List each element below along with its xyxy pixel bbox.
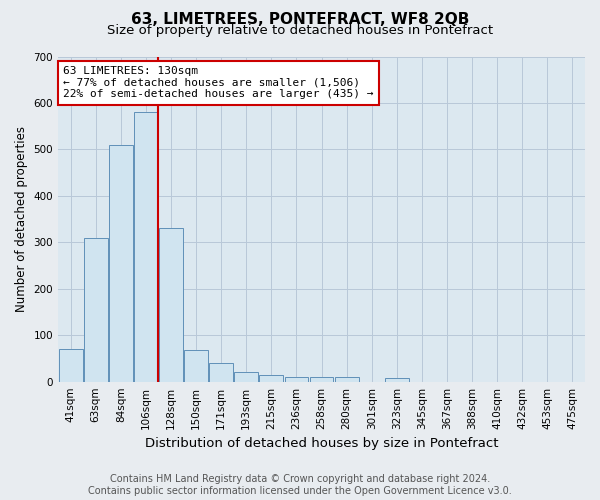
- Bar: [134, 112, 158, 382]
- Bar: [159, 228, 183, 382]
- Bar: [84, 238, 107, 382]
- Bar: [109, 145, 133, 382]
- Text: 63 LIMETREES: 130sqm
← 77% of detached houses are smaller (1,506)
22% of semi-de: 63 LIMETREES: 130sqm ← 77% of detached h…: [64, 66, 374, 100]
- Bar: [259, 374, 283, 382]
- Bar: [59, 349, 83, 382]
- Bar: [209, 363, 233, 382]
- X-axis label: Distribution of detached houses by size in Pontefract: Distribution of detached houses by size …: [145, 437, 498, 450]
- Text: Contains HM Land Registry data © Crown copyright and database right 2024.
Contai: Contains HM Land Registry data © Crown c…: [88, 474, 512, 496]
- Text: 63, LIMETREES, PONTEFRACT, WF8 2QB: 63, LIMETREES, PONTEFRACT, WF8 2QB: [131, 12, 469, 28]
- Bar: [284, 377, 308, 382]
- Bar: [235, 372, 258, 382]
- Bar: [184, 350, 208, 382]
- Bar: [385, 378, 409, 382]
- Text: Size of property relative to detached houses in Pontefract: Size of property relative to detached ho…: [107, 24, 493, 37]
- Bar: [310, 377, 334, 382]
- Y-axis label: Number of detached properties: Number of detached properties: [15, 126, 28, 312]
- Bar: [335, 377, 359, 382]
